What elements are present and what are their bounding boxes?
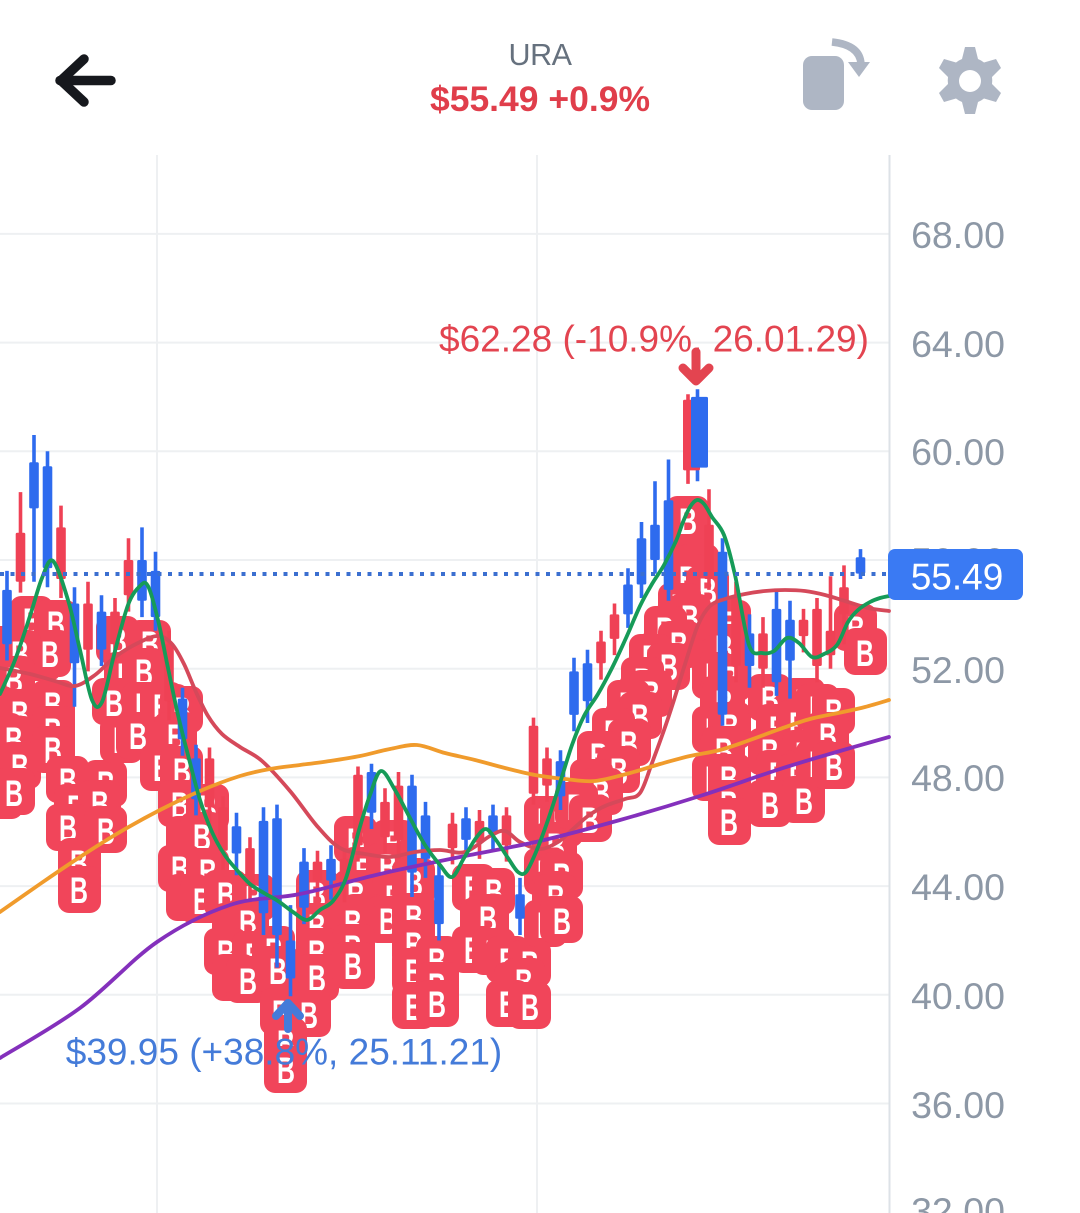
svg-text:B: B (825, 746, 843, 788)
svg-text:B: B (70, 869, 88, 911)
svg-text:B: B (269, 950, 287, 992)
svg-text:$62.28 (-10.9%, 26.01.29): $62.28 (-10.9%, 26.01.29) (439, 319, 869, 360)
svg-text:B: B (193, 816, 211, 858)
svg-text:B: B (105, 682, 123, 724)
svg-text:40.00: 40.00 (911, 975, 1005, 1017)
svg-text:32.00: 32.00 (911, 1190, 1005, 1213)
svg-text:B: B (720, 801, 738, 843)
svg-text:B: B (277, 1049, 295, 1091)
svg-text:$39.95 (+38.8%, 25.11.21): $39.95 (+38.8%, 25.11.21) (66, 1032, 502, 1073)
svg-text:36.00: 36.00 (911, 1084, 1005, 1126)
svg-text:64.00: 64.00 (911, 323, 1005, 365)
svg-text:44.00: 44.00 (911, 866, 1005, 908)
svg-text:URA: URA (509, 38, 573, 72)
svg-text:B: B (856, 632, 874, 674)
svg-text:52.00: 52.00 (911, 649, 1005, 691)
svg-text:B: B (344, 945, 362, 987)
svg-text:60.00: 60.00 (911, 431, 1005, 473)
svg-text:B: B (41, 633, 59, 675)
svg-text:B: B (679, 500, 697, 542)
svg-text:B: B (428, 983, 446, 1025)
svg-text:68.00: 68.00 (911, 214, 1005, 256)
svg-text:B: B (129, 715, 147, 757)
svg-text:48.00: 48.00 (911, 757, 1005, 799)
svg-text:B: B (5, 772, 23, 814)
svg-text:B: B (308, 957, 326, 999)
svg-text:B: B (761, 784, 779, 826)
svg-text:55.49: 55.49 (911, 557, 1004, 598)
svg-text:B: B (239, 960, 257, 1002)
svg-text:B: B (795, 780, 813, 822)
svg-text:$55.49 +0.9%: $55.49 +0.9% (430, 79, 650, 119)
svg-text:B: B (553, 900, 571, 942)
svg-text:B: B (521, 986, 539, 1028)
